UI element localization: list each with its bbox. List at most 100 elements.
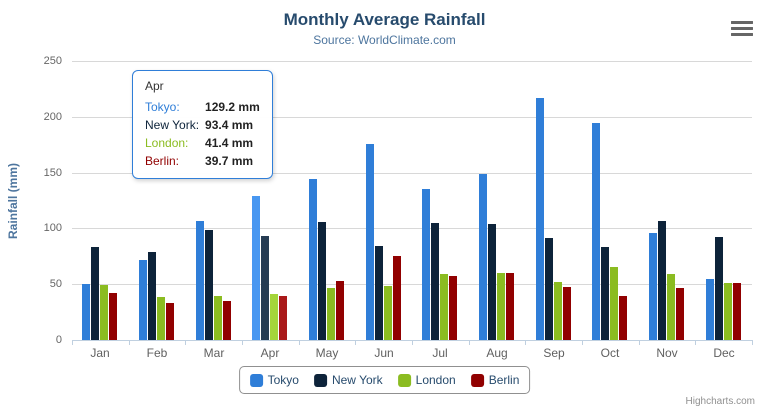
x-axis-label: Jan (90, 346, 110, 360)
legend-swatch-icon (470, 373, 484, 387)
y-axis-label: 100 (43, 222, 62, 235)
bar-berlin-nov[interactable] (676, 288, 684, 340)
x-axis-tick (582, 340, 583, 345)
gridline (72, 228, 752, 230)
chart-title: Monthly Average Rainfall (283, 10, 486, 29)
tooltip-series-value: 39.7 mm (205, 154, 254, 168)
bar-berlin-aug[interactable] (506, 273, 514, 340)
bar-new-york-aug[interactable] (488, 224, 496, 340)
bar-tokyo-aug[interactable] (479, 174, 487, 340)
x-axis-tick (412, 340, 413, 345)
tooltip-series-value: 93.4 mm (205, 118, 254, 132)
bar-new-york-jun[interactable] (375, 246, 383, 340)
bar-london-jul[interactable] (440, 274, 448, 340)
bar-tokyo-apr[interactable] (252, 196, 260, 340)
bar-new-york-sep[interactable] (545, 238, 553, 340)
bar-london-mar[interactable] (214, 296, 222, 340)
x-axis-tick (72, 340, 73, 345)
legend-item-tokyo[interactable]: Tokyo (249, 373, 299, 387)
bar-berlin-jan[interactable] (109, 293, 117, 340)
bar-new-york-jul[interactable] (431, 223, 439, 340)
bar-berlin-feb[interactable] (166, 303, 174, 340)
tooltip-rows: Tokyo: 129.2 mm New York: 93.4 mm London: 41.… (145, 98, 260, 170)
bar-tokyo-dec[interactable] (706, 279, 714, 340)
bar-london-sep[interactable] (554, 282, 562, 340)
tooltip-header: Apr (145, 79, 164, 93)
bar-tokyo-oct[interactable] (592, 123, 600, 340)
tooltip-series-label: Berlin: (145, 154, 180, 168)
bar-berlin-jun[interactable] (393, 256, 401, 340)
x-axis-tick (525, 340, 526, 345)
x-axis-label: Jun (374, 346, 394, 360)
bar-new-york-dec[interactable] (715, 237, 723, 340)
bar-london-jun[interactable] (384, 286, 392, 340)
bar-berlin-dec[interactable] (733, 283, 741, 340)
bar-tokyo-nov[interactable] (649, 233, 657, 340)
gridline (72, 116, 752, 118)
bar-london-may[interactable] (327, 288, 335, 340)
legend-swatch-icon (397, 373, 411, 387)
tooltip-series-value: 41.4 mm (205, 136, 254, 150)
bar-new-york-apr[interactable] (261, 236, 269, 340)
legend-item-berlin[interactable]: Berlin (470, 373, 519, 387)
legend-item-label: London (415, 373, 456, 387)
x-axis-label: Oct (600, 346, 620, 360)
bar-new-york-jan[interactable] (91, 247, 99, 340)
x-axis-tick (752, 340, 753, 345)
x-axis-label: Jul (432, 346, 448, 360)
legend-item-label: New York (331, 373, 383, 387)
bar-london-oct[interactable] (610, 267, 618, 340)
bar-new-york-nov[interactable] (658, 221, 666, 340)
tooltip: Apr Tokyo: 129.2 mm New York: 93.4 mm London… (132, 70, 273, 179)
x-axis-tick (129, 340, 130, 345)
tooltip-series-value: 129.2 mm (205, 100, 260, 114)
x-axis-tick (185, 340, 186, 345)
legend-item-london[interactable]: London (397, 373, 456, 387)
credits-link[interactable]: Highcharts.com (685, 396, 755, 407)
gridline (72, 61, 752, 62)
bar-london-aug[interactable] (497, 273, 505, 340)
bar-london-apr[interactable] (270, 294, 278, 340)
x-axis-label: Sep (543, 346, 565, 360)
bar-new-york-mar[interactable] (205, 230, 213, 340)
bar-london-nov[interactable] (667, 274, 675, 340)
bar-new-york-feb[interactable] (148, 252, 156, 340)
x-axis-label: May (315, 346, 339, 360)
x-axis-tick (695, 340, 696, 345)
bar-london-jan[interactable] (100, 285, 108, 340)
bar-tokyo-jun[interactable] (366, 144, 374, 340)
bar-tokyo-sep[interactable] (536, 98, 544, 340)
bar-berlin-may[interactable] (336, 281, 344, 340)
bar-tokyo-may[interactable] (309, 179, 317, 340)
tooltip-series-label: London: (145, 136, 189, 150)
bar-berlin-mar[interactable] (223, 301, 231, 340)
tooltip-series-label: Tokyo: (145, 100, 180, 114)
x-axis-tick (355, 340, 356, 345)
legend: Tokyo New York London Berlin (238, 366, 531, 394)
bar-tokyo-jan[interactable] (82, 284, 90, 340)
bar-berlin-jul[interactable] (449, 276, 457, 340)
bar-berlin-oct[interactable] (619, 296, 627, 340)
x-axis-label: Dec (713, 346, 735, 360)
bar-tokyo-jul[interactable] (422, 189, 430, 340)
bar-london-dec[interactable] (724, 283, 732, 340)
y-axis-title: Rainfall (mm) (6, 163, 20, 240)
x-axis-label: Apr (260, 346, 280, 360)
bar-new-york-oct[interactable] (601, 247, 609, 340)
gridline (72, 172, 752, 174)
bar-berlin-sep[interactable] (563, 287, 571, 340)
bar-tokyo-mar[interactable] (196, 221, 204, 340)
x-axis-tick (242, 340, 243, 345)
bar-new-york-may[interactable] (318, 222, 326, 340)
x-axis-label: Mar (203, 346, 225, 360)
x-axis-label: Feb (146, 346, 168, 360)
legend-item-new-york[interactable]: New York (313, 373, 383, 387)
bar-berlin-apr[interactable] (279, 296, 287, 340)
hamburger-menu-icon[interactable] (731, 21, 753, 36)
bar-tokyo-feb[interactable] (139, 260, 147, 340)
bar-london-feb[interactable] (157, 297, 165, 340)
x-axis-tick (299, 340, 300, 345)
x-axis-label: Aug (486, 346, 508, 360)
y-axis-label: 250 (43, 55, 62, 67)
